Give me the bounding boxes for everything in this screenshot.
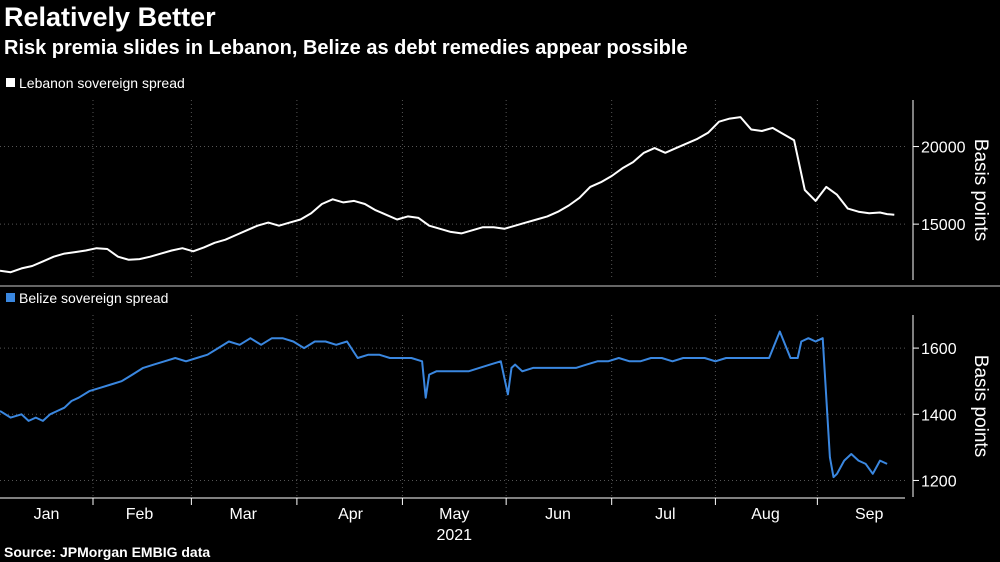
x-year-label: 2021	[436, 527, 472, 544]
belize-series-line	[0, 330, 888, 479]
source-note: Source: JPMorgan EMBIG data	[4, 544, 211, 560]
x-tick-label-4: May	[439, 506, 469, 523]
lebanon-panel: 15000 20000 Basis points Lebanon sovereign …	[0, 75, 991, 280]
chart-title: Relatively Better	[4, 2, 216, 32]
x-tick-label-5: Jun	[545, 506, 571, 523]
lebanon-legend-swatch	[6, 78, 15, 87]
belize-ytick-label-1: 1400	[921, 407, 957, 424]
lebanon-ytick-label-0: 15000	[921, 217, 966, 234]
x-tick-label-0: Jan	[34, 506, 60, 523]
x-tick-label-2: Mar	[229, 506, 257, 523]
x-tick-label-6: Jul	[655, 506, 675, 523]
x-tick-label-7: Aug	[751, 506, 779, 523]
belize-legend-label: Belize sovereign spread	[19, 290, 168, 306]
chart-subtitle: Risk premia slides in Lebanon, Belize as…	[4, 37, 688, 59]
belize-panel: 1200 1400 1600 Basis points Belize sovereign…	[0, 290, 991, 497]
lebanon-series-line	[0, 116, 895, 274]
lebanon-y-axis-title: Basis points	[970, 139, 991, 241]
x-tick-label-1: Feb	[126, 506, 154, 523]
belize-ytick-label-2: 1600	[921, 341, 957, 358]
belize-legend-swatch	[6, 293, 15, 302]
x-axis: Jan Feb Mar Apr May Jun Jul Aug Sep 2021	[0, 497, 905, 544]
x-tick-label-8: Sep	[855, 506, 884, 523]
lebanon-ytick-label-1: 20000	[921, 140, 966, 157]
x-tick-label-3: Apr	[338, 506, 364, 523]
belize-ytick-label-0: 1200	[921, 473, 957, 490]
belize-y-axis-title: Basis points	[970, 355, 991, 457]
lebanon-legend-label: Lebanon sovereign spread	[19, 75, 185, 91]
